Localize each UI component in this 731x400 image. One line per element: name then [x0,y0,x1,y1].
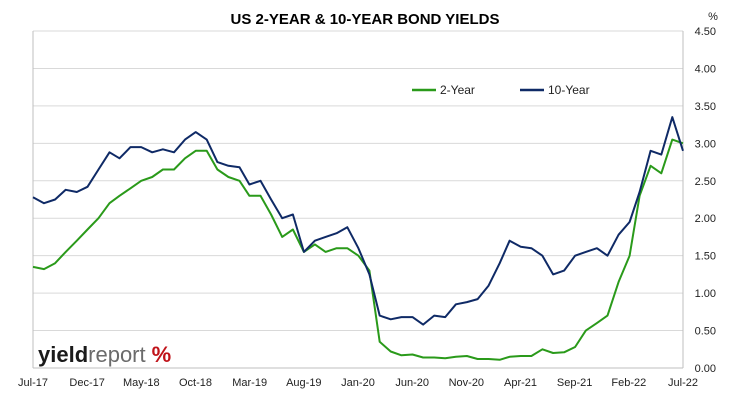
series-lines [32,116,684,361]
x-tick-label: Sep-21 [557,377,592,389]
y-tick-label: 1.00 [695,288,716,300]
legend-label-two_year: 2-Year [440,83,475,97]
y-tick-label: 0.50 [695,326,716,338]
y-tick-label: 1.50 [695,251,716,263]
x-axis-ticks: Jul-17 Dec-17 May-18 Oct-18 Mar-19 Aug-19 Jan-… [18,377,698,389]
y-tick-label: 4.00 [695,63,716,75]
logo-word-light: report [88,342,145,367]
svg-text:yieldreport%: yieldreport% [38,342,171,367]
series-line-ten_year [32,116,684,326]
y-tick-label: 0.00 [695,363,716,375]
series-line-two_year [32,138,684,361]
legend: 2-Year 10-Year [412,83,590,97]
logo-percent-icon: % [152,342,172,367]
x-tick-label: Jul-17 [18,377,48,389]
y-tick-label: 2.50 [695,176,716,188]
legend-label-ten_year: 10-Year [548,83,590,97]
logo-word-dark: yield [38,342,88,367]
yieldreport-logo: yieldreport% [38,342,171,367]
x-tick-label: Apr-21 [504,377,537,389]
x-tick-label: May-18 [123,377,160,389]
plot-border [32,31,684,369]
x-tick-label: Aug-19 [286,377,321,389]
y-tick-label: 3.00 [695,138,716,150]
x-tick-label: Mar-19 [232,377,267,389]
y-tick-label: 4.50 [695,26,716,38]
x-tick-label: Jan-20 [341,377,375,389]
x-tick-label: Jun-20 [395,377,429,389]
y-tick-label: 3.50 [695,101,716,113]
y-tick-label: 2.00 [695,213,716,225]
x-tick-label: Oct-18 [179,377,212,389]
y-axis-ticks: 0.00 0.50 1.00 1.50 2.00 2.50 3.00 3.50 4.00 4.50 [695,26,716,375]
x-tick-label: Jul-22 [668,377,698,389]
y-axis-unit: % [708,11,718,23]
x-tick-label: Nov-20 [449,377,484,389]
x-tick-label: Feb-22 [611,377,646,389]
x-tick-label: Dec-17 [69,377,104,389]
chart-title: US 2-YEAR & 10-YEAR BOND YIELDS [231,11,500,28]
